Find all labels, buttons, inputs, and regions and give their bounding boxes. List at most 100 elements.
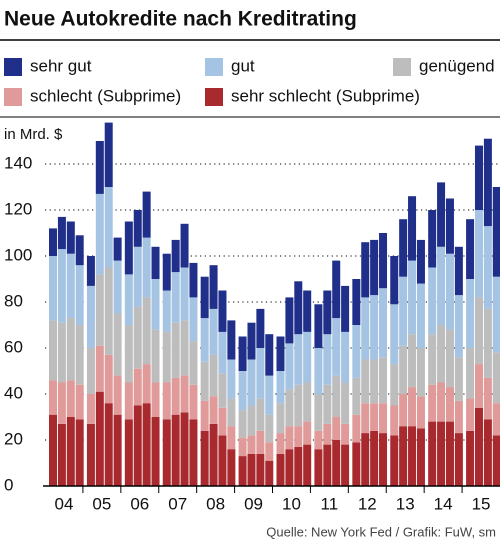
bar-segment	[247, 435, 256, 454]
bar-segment	[209, 354, 218, 397]
bar-segment	[483, 419, 492, 486]
bar-segment	[399, 276, 408, 346]
bar-segment	[189, 341, 198, 385]
bar-segment	[218, 331, 227, 374]
bar-segment	[474, 145, 483, 210]
bar-segment	[124, 274, 133, 325]
bar-segment	[399, 345, 408, 394]
bar-segment	[66, 318, 75, 381]
bar-segment	[180, 223, 189, 268]
bar-segment	[323, 384, 332, 424]
bar-segment	[454, 357, 463, 401]
bar-segment	[256, 308, 265, 348]
bar-segment	[200, 430, 209, 486]
bar-segment	[162, 419, 171, 486]
bar-segment	[483, 138, 492, 227]
bar-segment	[390, 256, 399, 305]
bar-segment	[256, 430, 265, 454]
x-tick-label: 10	[282, 494, 301, 513]
bar-segment	[57, 322, 66, 383]
bar-segment	[171, 322, 180, 378]
y-tick-label: 40	[4, 383, 23, 402]
bar-segment	[445, 421, 454, 486]
x-tick-label: 05	[92, 494, 111, 513]
bar-segment	[445, 198, 454, 254]
y-tick-label: 20	[4, 429, 23, 448]
bar-segment	[323, 334, 332, 385]
bar-segment	[314, 430, 323, 450]
x-tick-label: 11	[321, 494, 339, 513]
bar-segment	[66, 417, 75, 486]
y-tick-label: 60	[4, 337, 23, 356]
bar-segment	[95, 345, 104, 392]
bar-segment	[323, 290, 332, 335]
bar-segment	[390, 304, 399, 365]
bar-segment	[466, 430, 475, 486]
bar-segment	[483, 308, 492, 378]
bar-segment	[492, 403, 500, 436]
bar-segment	[189, 384, 198, 420]
bar-segment	[162, 253, 171, 291]
bar-segment	[49, 380, 57, 415]
bar-segment	[171, 272, 180, 323]
bar-segment	[265, 442, 274, 461]
bar-segment	[227, 449, 236, 486]
bar-segment	[474, 297, 483, 365]
bar-segment	[218, 435, 227, 486]
bar-segment	[86, 285, 95, 348]
y-tick-label: 140	[4, 153, 32, 172]
bar-segment	[454, 295, 463, 358]
bar-segment	[474, 364, 483, 408]
x-tick-label: 07	[168, 494, 187, 513]
bar-segment	[474, 210, 483, 298]
bar-segment	[142, 237, 151, 298]
bar-segment	[285, 297, 294, 344]
bar-segment	[341, 285, 350, 332]
bar-segment	[124, 221, 133, 275]
bar-segment	[303, 290, 312, 332]
y-tick-label: 0	[4, 475, 13, 494]
bar-segment	[75, 384, 84, 420]
legend-label: sehr gut	[30, 56, 92, 75]
bar-segment	[379, 433, 388, 486]
bar-segment	[113, 375, 122, 415]
bar-segment	[408, 426, 417, 486]
bar-segment	[314, 304, 323, 348]
bar-segment	[416, 428, 425, 486]
bar-segment	[466, 398, 475, 431]
bar-segment	[57, 382, 66, 424]
bar-segment	[227, 398, 236, 427]
bar-segment	[162, 290, 171, 332]
bar-segment	[303, 444, 312, 486]
bar-segment	[314, 394, 323, 431]
bar-segment	[66, 221, 75, 254]
bar-segment	[75, 265, 84, 325]
bar-segment	[492, 276, 500, 353]
bar-segment	[303, 331, 312, 383]
bar-segment	[200, 318, 209, 362]
bar-segment	[379, 288, 388, 358]
bar-segment	[162, 331, 171, 383]
bar-segment	[428, 267, 437, 335]
bar-segment	[142, 403, 151, 486]
legend-swatch	[205, 88, 223, 106]
bar-segment	[113, 260, 122, 314]
bar-segment	[361, 403, 370, 434]
bar-segment	[323, 444, 332, 486]
bar-segment	[323, 423, 332, 445]
bar-segment	[294, 446, 303, 486]
bar-segment	[428, 384, 437, 422]
legend-label: schlecht (Subprime)	[30, 86, 181, 105]
bar-segment	[399, 394, 408, 427]
bar-segment	[276, 371, 285, 404]
bar-segment	[86, 394, 95, 424]
bar-segment	[75, 235, 84, 266]
bar-segment	[95, 274, 104, 346]
bar-segment	[341, 331, 350, 383]
x-tick-label: 08	[206, 494, 225, 513]
bar-segment	[361, 433, 370, 486]
bar-segment	[294, 426, 303, 447]
bar-segment	[238, 371, 247, 411]
legend-swatch	[393, 58, 411, 76]
bar-segment	[379, 233, 388, 289]
